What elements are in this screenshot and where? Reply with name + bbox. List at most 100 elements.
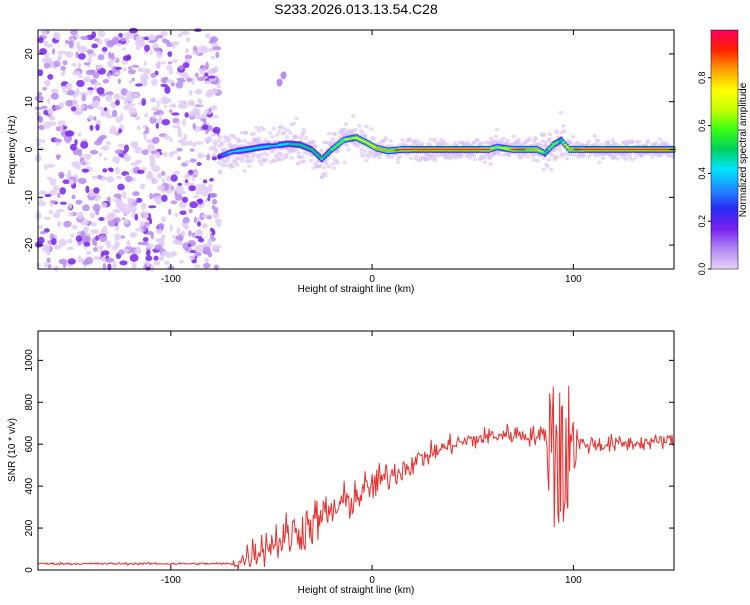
noise-blob [102,263,107,270]
noise-blob [197,198,204,205]
signal-track-mark [368,143,372,146]
signal-halo [265,153,270,157]
signal-halo [645,138,650,143]
noise-blob [50,200,58,204]
noise-blob [196,230,202,237]
noise-blob [123,32,133,37]
noise-blob [132,92,139,98]
noise-blob [134,248,142,255]
noise-blob [203,262,211,269]
signal-halo [300,154,305,159]
noise-blob [188,230,192,237]
noise-blob [97,136,105,141]
noise-blob [106,40,115,48]
signal-halo [610,138,615,142]
signal-halo [369,127,374,131]
signal-halo [445,142,450,146]
noise-blob [108,168,114,173]
spectrogram-y-axis-label: Frequency (Hz) [7,116,18,185]
noise-blob [99,234,107,242]
snr-frame [37,330,675,571]
noise-blob [70,29,78,36]
noise-blob [197,98,202,103]
noise-blob [122,47,126,51]
signal-track-mark [330,148,334,151]
signal-halo [357,123,362,128]
colorbar-tick-label: 0.8 [697,72,707,85]
noise-blob [103,157,108,161]
noise-blob [91,43,98,49]
signal-halo [226,138,231,143]
noise-blob [173,170,180,175]
signal-halo [301,127,306,132]
signal-halo [331,166,337,170]
noise-blob [117,183,125,191]
noise-blob [122,217,126,221]
noise-blob [76,79,85,88]
signal-halo [319,175,324,179]
noise-blob [210,133,217,137]
signal-halo [258,140,263,144]
noise-blob [87,56,92,65]
noise-blob [171,235,177,239]
y-tick-label: 20 [24,48,35,60]
noise-blob [112,156,121,163]
y-tick-label: -10 [24,190,35,205]
noise-blob [182,216,190,224]
signal-halo [285,128,291,133]
noise-blob [201,191,210,197]
noise-blob [128,66,132,70]
noise-blob [115,43,123,47]
signal-halo [319,148,324,153]
signal-halo [400,138,405,142]
noise-blob [187,140,193,146]
signal-halo [219,141,224,146]
signal-halo [254,125,259,130]
noise-blob [210,80,219,85]
noise-blob [189,201,198,209]
noise-blob [94,197,99,202]
noise-blob [197,204,204,209]
figure-title: S233.2026.013.13.54.C28 [274,1,438,17]
signal-track-mark [328,150,332,153]
signal-halo [324,161,329,166]
signal-halo [499,140,504,145]
signal-halo [346,147,351,152]
signal-halo [359,148,364,152]
signal-track-mark [366,142,370,145]
noise-blob [203,118,207,125]
noise-blob [157,172,163,179]
noise-blob [175,193,183,201]
noise-blob [77,132,82,137]
noise-blob [208,184,214,188]
signal-halo [549,167,554,172]
noise-blob [77,75,84,79]
signal-halo [592,134,597,138]
noise-blob [150,178,159,185]
y-tick-label: 1000 [24,349,35,372]
noise-blob [35,211,42,220]
noise-blob [160,31,168,36]
noise-blob [80,104,85,109]
signal-halo [353,127,358,132]
noise-blob [157,184,166,191]
noise-blob [89,124,94,131]
noise-blob [124,218,129,225]
noise-blob [63,220,72,228]
signal-track-mark [320,158,324,160]
noise-blob [76,41,81,50]
signal-halo [294,147,299,152]
noise-blob [118,143,125,148]
noise-blob [160,83,168,87]
noise-blob [179,210,187,216]
noise-blob [43,216,51,220]
noise-blob [130,162,139,166]
noise-blob [150,264,155,272]
noise-blob [141,149,149,156]
x-tick-label: 0 [369,274,375,285]
noise-blob [166,175,171,182]
noise-blob [47,264,52,269]
noise-blob [118,128,122,134]
